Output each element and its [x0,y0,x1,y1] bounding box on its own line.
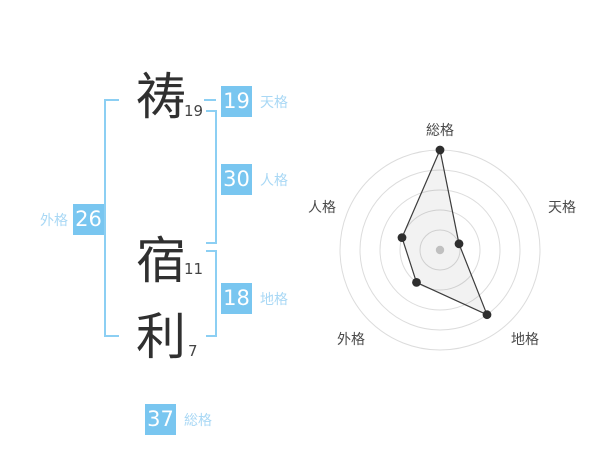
radar-axis-label: 外格 [337,332,365,348]
gaikaku-bracket [104,99,119,337]
chikaku-bracket [206,250,217,337]
soukaku-value-box: 37 [145,404,176,435]
given-char-1: 宿 [136,232,186,290]
radar-grid-ring [419,229,461,271]
tenkaku-value-box: 19 [221,86,252,117]
soukaku-row: 37 総格 [145,404,212,435]
gaikaku-row: 外格 26 [40,204,104,235]
radar-axis-label: 地格 [511,332,539,348]
chikaku-row: 18 地格 [221,283,288,314]
given-char-2-strokes: 7 [188,342,198,360]
chikaku-label: 地格 [260,291,288,308]
given-char-2: 利 [136,308,186,366]
radar-grid-ring [359,169,521,331]
radar-data-point [454,239,464,249]
gaikaku-label: 外格 [40,212,68,229]
radar-axis-label: 総格 [426,123,454,139]
radar-data-point [397,233,407,243]
tenkaku-connector [204,99,216,101]
jinkaku-label: 人格 [260,172,288,189]
radar-center-dot [435,245,445,255]
chikaku-value-box: 18 [221,283,252,314]
radar-data-point [482,310,492,320]
given-char-1-strokes: 11 [184,260,204,278]
radar-data-point [435,145,445,155]
surname-char-1: 祷 [136,68,186,126]
jinkaku-value-box: 30 [221,164,252,195]
gaikaku-value-box: 26 [73,204,104,235]
tenkaku-row: 19 天格 [221,86,288,117]
radar-series-polygon [401,148,489,316]
radar-grid-ring [399,209,481,291]
radar-data-point [412,278,421,287]
radar-grid-ring [379,189,501,311]
radar-axis-label: 天格 [548,200,576,216]
soukaku-label: 総格 [184,412,212,429]
surname-char-1-strokes: 19 [184,102,204,120]
tenkaku-label: 天格 [260,94,288,111]
radar-chart-container: 総格天格地格 外格 人格 [305,100,585,370]
jinkaku-bracket [206,110,217,244]
radar-axis-label: 人格 [308,200,336,216]
jinkaku-row: 30 人格 [221,164,288,195]
